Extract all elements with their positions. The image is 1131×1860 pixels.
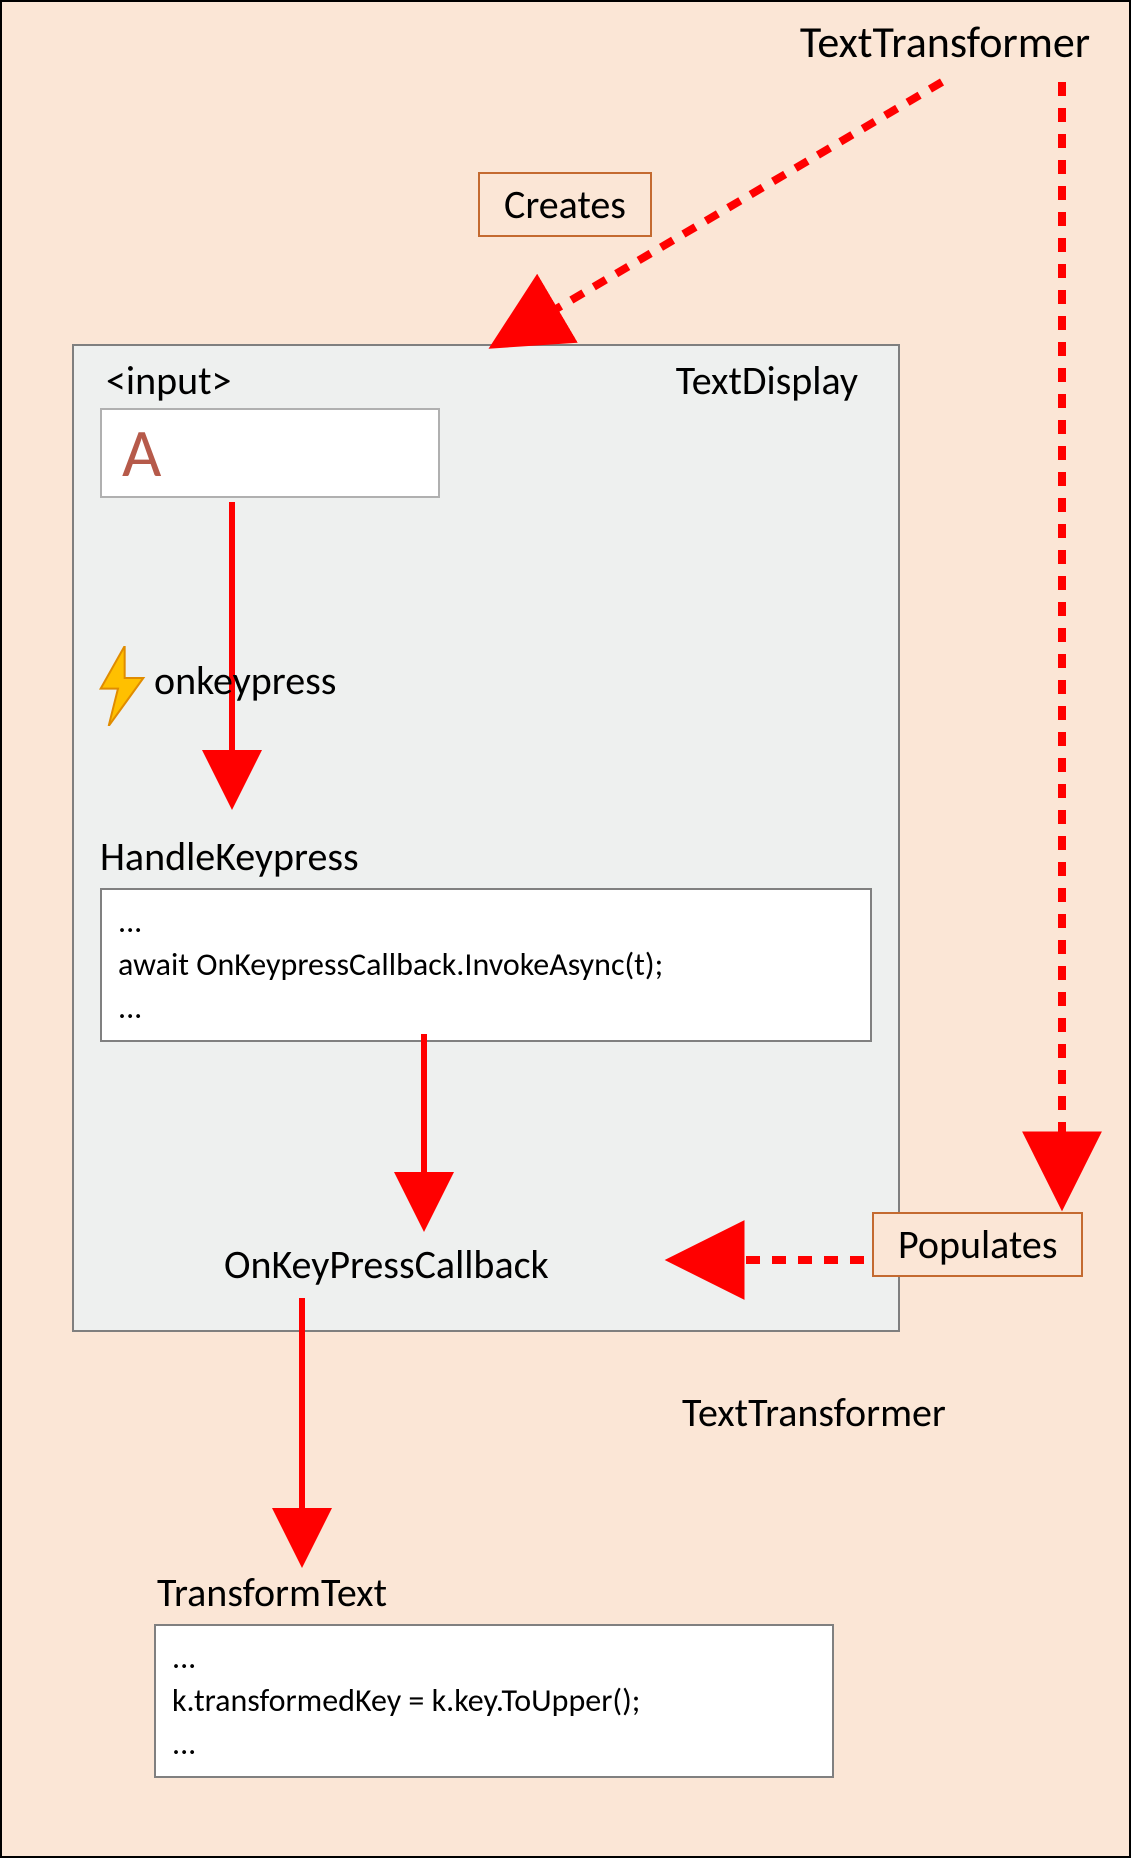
onkeypress-callback-label: OnKeyPressCallback <box>224 1240 549 1289</box>
handle-keypress-code: ... await OnKeypressCallback.InvokeAsync… <box>100 888 872 1042</box>
text-display-title: TextDisplay <box>676 356 858 405</box>
input-field-value: A <box>122 412 161 495</box>
transformer-mid-title: TextTransformer <box>682 1388 946 1437</box>
lightning-icon <box>92 646 152 726</box>
edge-label-populates: Populates <box>872 1212 1083 1277</box>
outer-title-text: TextTransformer <box>800 15 1090 69</box>
transform-text-code: ... k.transformedKey = k.key.ToUpper(); … <box>154 1624 834 1778</box>
handle-keypress-title: HandleKeypress <box>100 832 359 881</box>
edge-label-creates: Creates <box>478 172 652 237</box>
text-display-panel: <input> TextDisplay A onkeypress HandleK… <box>72 344 900 1332</box>
edge-label-populates-text: Populates <box>898 1220 1057 1269</box>
input-field[interactable]: A <box>100 408 440 498</box>
outer-title: TextTransformer <box>761 2 1129 82</box>
diagram-canvas: TextTransformer Creates <input> TextDisp… <box>0 0 1131 1858</box>
edge-label-creates-text: Creates <box>504 180 626 229</box>
transform-text-title: TransformText <box>157 1568 387 1617</box>
input-tag-label: <input> <box>106 356 231 405</box>
onkeypress-label: onkeypress <box>154 656 336 705</box>
